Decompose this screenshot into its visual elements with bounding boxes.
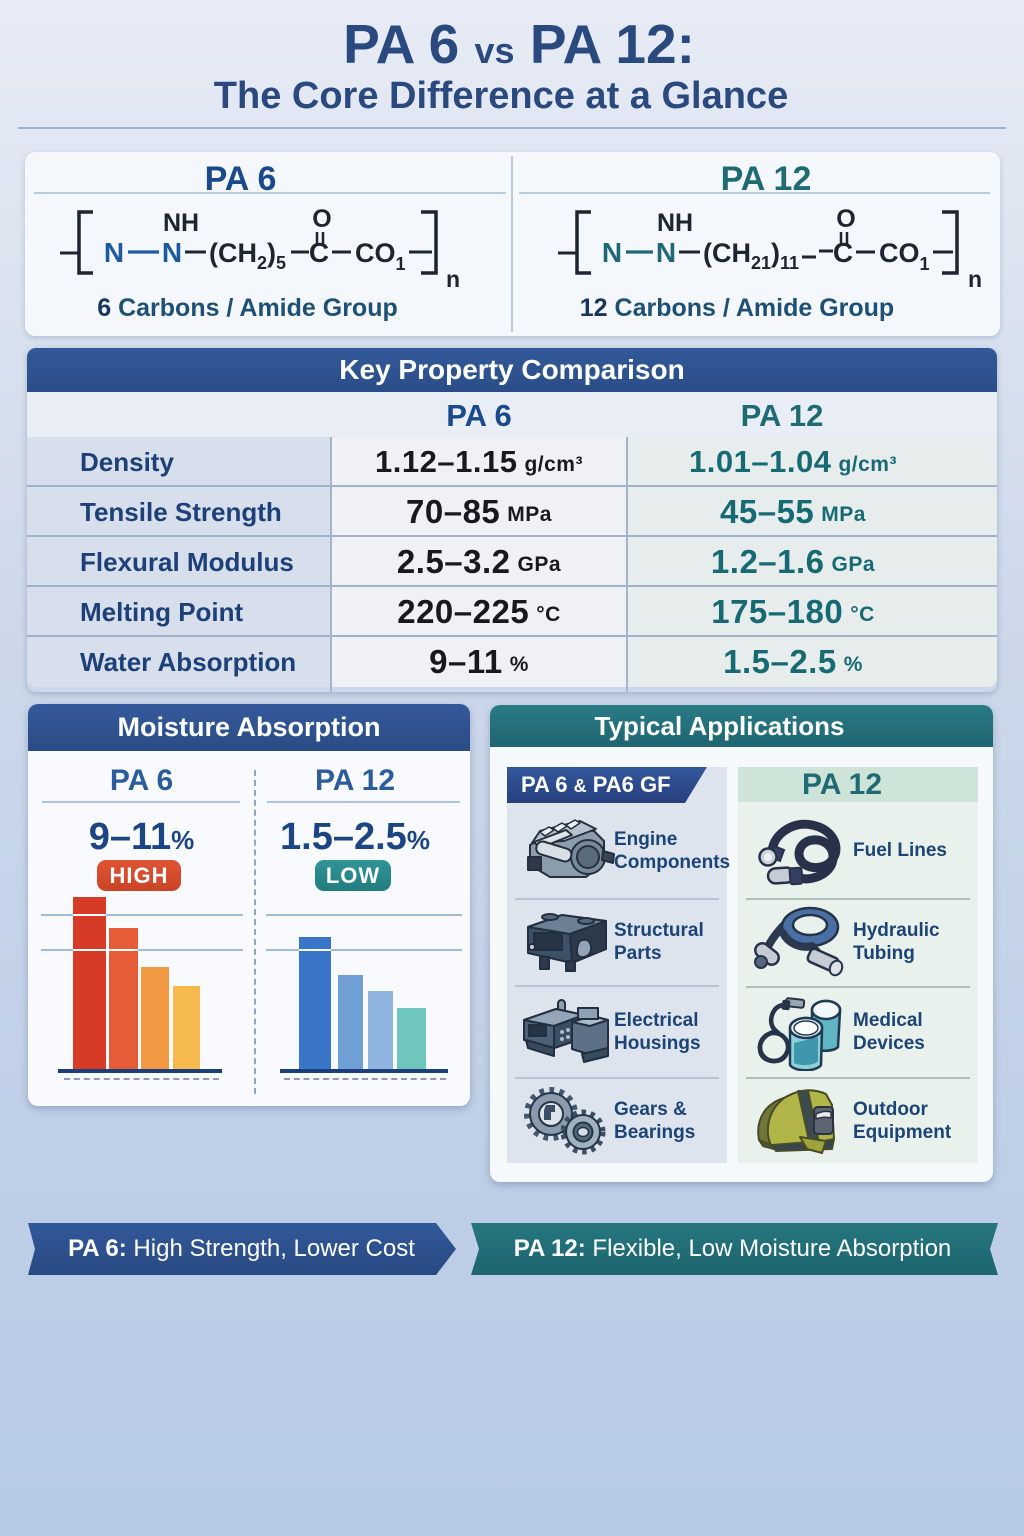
svg-text:N: N xyxy=(656,237,676,268)
svg-text:O: O xyxy=(312,205,331,233)
svg-text:(CH2)5: (CH2)5 xyxy=(209,238,286,273)
svg-text:N: N xyxy=(104,237,124,268)
svg-text:(CH21)11: (CH21)11 xyxy=(703,238,799,273)
svg-text:O: O xyxy=(836,205,855,233)
svg-text:CO1: CO1 xyxy=(355,238,406,274)
svg-text:NH: NH xyxy=(163,209,199,237)
svg-text:n: n xyxy=(446,266,460,292)
svg-text:C: C xyxy=(833,237,853,268)
svg-text:CO1: CO1 xyxy=(879,238,930,274)
svg-text:C: C xyxy=(309,237,329,268)
svg-text:N: N xyxy=(602,237,622,268)
svg-text:NH: NH xyxy=(657,209,693,237)
svg-text:n: n xyxy=(968,266,982,292)
svg-text:N: N xyxy=(162,237,182,268)
